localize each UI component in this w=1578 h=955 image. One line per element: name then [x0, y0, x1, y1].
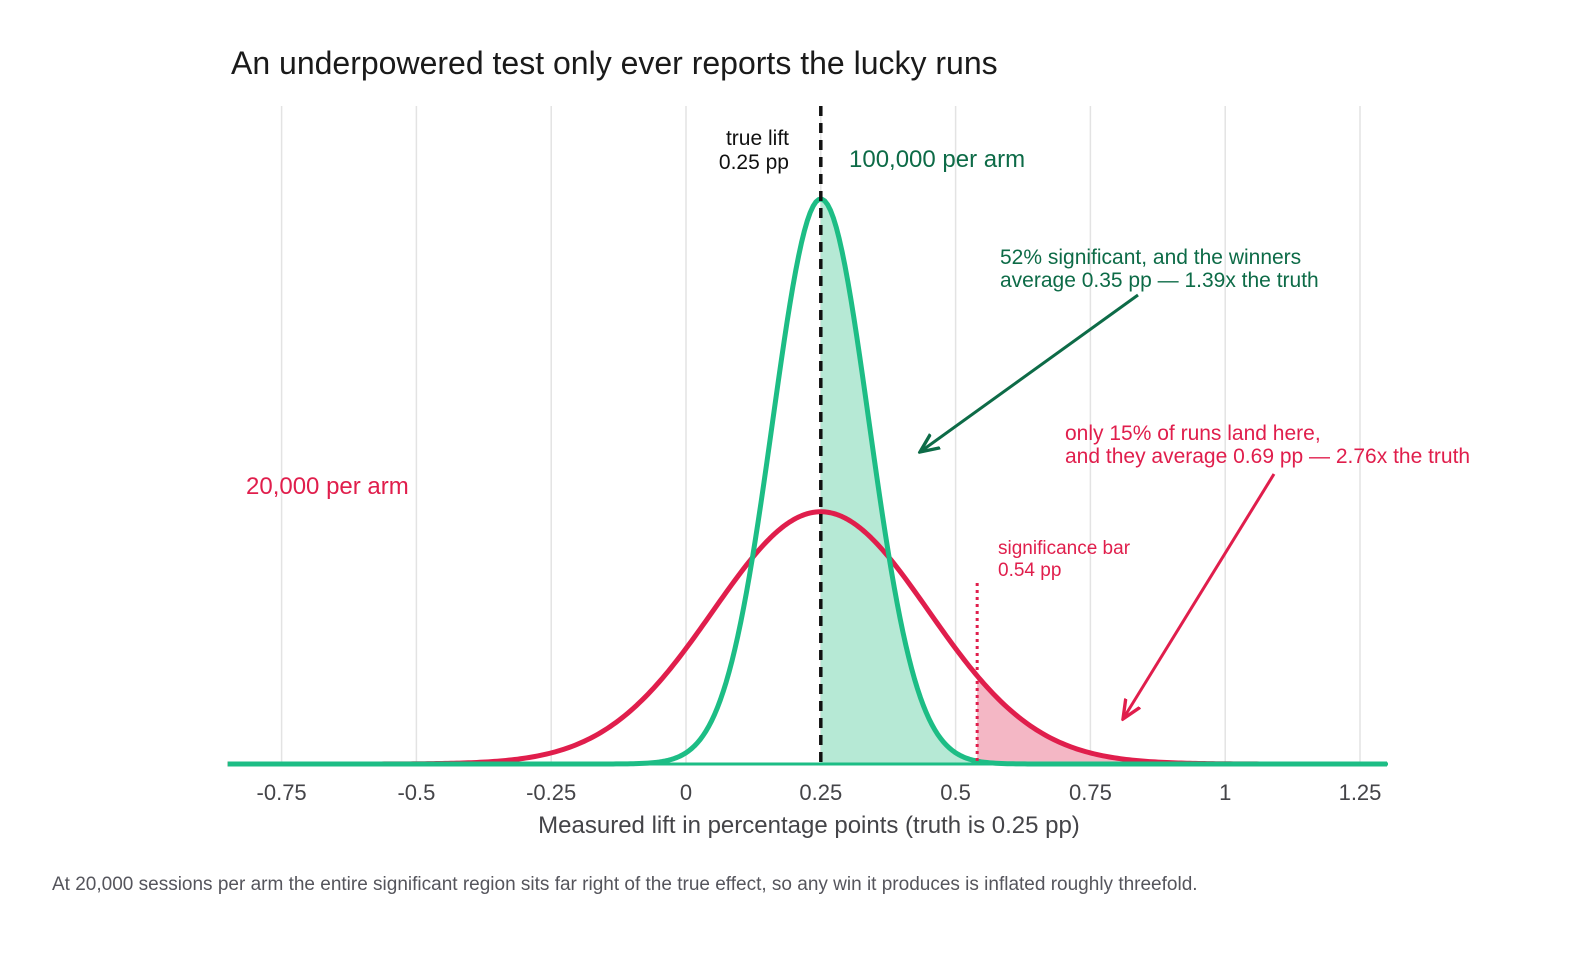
- shaded-region-100000-per-arm: [820, 199, 1387, 764]
- footnote: At 20,000 sessions per arm the entire si…: [52, 874, 1198, 895]
- significance-bar-label-line2: 0.54 pp: [998, 560, 1061, 581]
- x-tick-label: -0.25: [526, 780, 576, 805]
- x-tick-label: -0.75: [257, 780, 307, 805]
- x-axis-label: Measured lift in percentage points (trut…: [538, 812, 1080, 839]
- x-tick-labels: -0.75 -0.5 -0.25 0 0.25 0.5 0.75 1 1.25: [257, 780, 1382, 805]
- chart-title: An underpowered test only ever reports t…: [231, 45, 998, 81]
- annotation-small-n-line1: only 15% of runs land here,: [1065, 422, 1321, 445]
- annotation-large-n-line2: average 0.35 pp — 1.39x the truth: [1000, 269, 1319, 292]
- true-lift-label-line2: 0.25 pp: [719, 151, 789, 174]
- x-tick-label: 0.75: [1069, 780, 1112, 805]
- annotation-large-n-line1: 52% significant, and the winners: [1000, 246, 1301, 269]
- annotation-arrow-small-n: [1123, 473, 1276, 719]
- x-tick-label: 0: [680, 780, 692, 805]
- x-tick-label: -0.5: [397, 780, 435, 805]
- x-tick-label: 0.25: [799, 780, 842, 805]
- annotation-small-n-line2: and they average 0.69 pp — 2.76x the tru…: [1065, 445, 1470, 468]
- annotation-arrow-large-n: [920, 293, 1139, 452]
- x-tick-label: 1: [1219, 780, 1231, 805]
- shaded-region-20000-per-arm: [977, 675, 1387, 764]
- series-label-20000-per-arm: 20,000 per arm: [246, 473, 409, 500]
- series-label-100000-per-arm: 100,000 per arm: [849, 146, 1025, 173]
- significance-bar-label-line1: significance bar: [998, 538, 1131, 559]
- true-lift-label-line1: true lift: [726, 127, 789, 150]
- x-tick-label: 1.25: [1339, 780, 1382, 805]
- x-tick-label: 0.5: [940, 780, 971, 805]
- curve-20000-per-arm: [227, 509, 1387, 767]
